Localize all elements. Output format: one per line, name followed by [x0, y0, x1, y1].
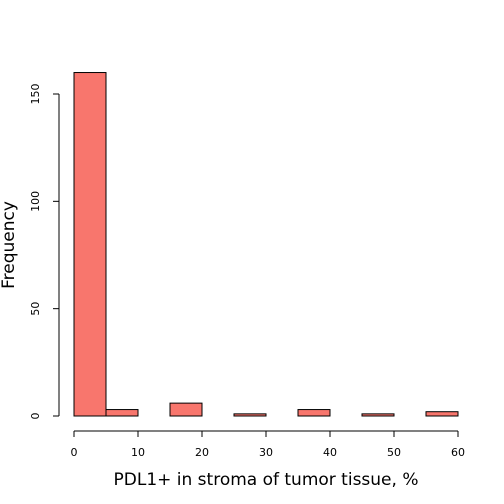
y-tick-label: 50 [29, 302, 42, 316]
histogram-bar [169, 402, 203, 417]
histogram-bar [297, 409, 331, 417]
histogram-bar [425, 411, 459, 417]
x-tick-label: 20 [195, 446, 209, 459]
histogram-bar [361, 413, 395, 417]
x-tick-label: 30 [259, 446, 273, 459]
x-tick-label: 40 [323, 446, 337, 459]
y-tick-label: 150 [29, 84, 42, 105]
histogram-bar [105, 409, 139, 417]
histogram-bars [73, 72, 459, 417]
x-tick-label: 0 [71, 446, 78, 459]
y-axis: 0 50 100 150 [29, 84, 60, 420]
x-tick-label: 60 [451, 446, 465, 459]
x-tick-label: 50 [387, 446, 401, 459]
x-tick-label: 10 [131, 446, 145, 459]
y-tick-label: 0 [29, 413, 42, 420]
x-axis-title: PDL1+ in stroma of tumor tissue, % [114, 470, 419, 490]
histogram-bar [233, 413, 267, 417]
histogram-bar [73, 72, 107, 417]
y-tick-label: 100 [29, 191, 42, 212]
x-axis: 0 10 20 30 40 50 60 [71, 430, 465, 459]
y-axis-title: Frequency [0, 201, 19, 289]
